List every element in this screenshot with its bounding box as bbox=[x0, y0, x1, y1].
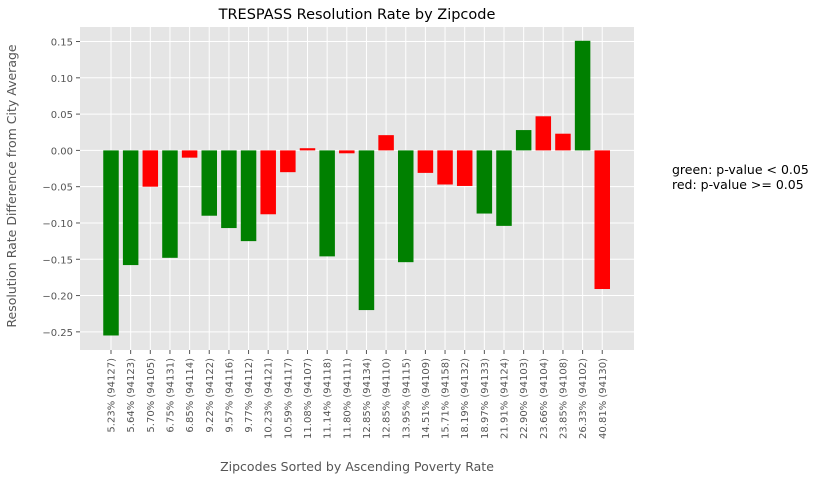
x-tick-label: 13.95% (94115) bbox=[401, 358, 412, 439]
y-tick-label: −0.10 bbox=[42, 219, 73, 230]
x-tick-label: 21.91% (94124) bbox=[500, 358, 511, 439]
x-tick-label: 12.85% (94110) bbox=[382, 358, 393, 439]
bar bbox=[181, 150, 198, 158]
legend-green-note: green: p-value < 0.05 bbox=[672, 162, 809, 177]
y-tick-label: 0.00 bbox=[51, 146, 73, 157]
x-tick-label: 9.57% (94116) bbox=[224, 358, 235, 433]
x-tick-label: 10.23% (94121) bbox=[264, 358, 275, 439]
bar bbox=[358, 150, 375, 311]
bar bbox=[162, 150, 178, 258]
x-axis-label: Zipcodes Sorted by Ascending Poverty Rat… bbox=[220, 459, 494, 474]
x-tick-label: 26.33% (94102) bbox=[578, 358, 589, 439]
y-tick-label: 0.15 bbox=[51, 38, 73, 49]
x-tick-label: 23.66% (94104) bbox=[539, 358, 550, 439]
bar bbox=[319, 150, 335, 257]
bar bbox=[240, 150, 257, 242]
x-tick-label: 5.70% (94105) bbox=[146, 358, 157, 433]
y-tick-label: −0.20 bbox=[42, 292, 73, 303]
x-tick-label: 9.22% (94122) bbox=[205, 358, 216, 433]
x-tick-label: 40.81% (94130) bbox=[598, 358, 609, 439]
y-tick-label: −0.05 bbox=[42, 183, 73, 194]
x-tick-label: 18.19% (94132) bbox=[460, 358, 471, 439]
x-tick-label: 22.90% (94103) bbox=[519, 358, 530, 439]
bar bbox=[280, 150, 296, 173]
y-tick-label: −0.25 bbox=[42, 328, 73, 339]
bar bbox=[299, 148, 316, 151]
plot-area: −0.25 −0.20 −0.15 −0.10 −0.05 0.00 0.05 0.10 0.1… bbox=[42, 27, 634, 439]
x-tick-label: 15.71% (94158) bbox=[441, 358, 452, 439]
x-tick-label: 10.59% (94117) bbox=[283, 358, 294, 439]
chart-title: TRESPASS Resolution Rate by Zipcode bbox=[218, 7, 496, 23]
bar bbox=[378, 135, 394, 151]
x-tick-label: 6.85% (94114) bbox=[185, 358, 196, 433]
x-tick-label: 6.75% (94131) bbox=[165, 358, 176, 433]
x-tick-label: 23.85% (94108) bbox=[558, 358, 569, 439]
bar bbox=[496, 150, 512, 226]
bar bbox=[398, 150, 414, 263]
bar bbox=[260, 150, 276, 215]
bar bbox=[555, 133, 571, 151]
x-tick-label: 9.77% (94112) bbox=[244, 358, 255, 433]
x-tick-label: 11.08% (94107) bbox=[303, 358, 314, 439]
bar bbox=[594, 150, 610, 290]
y-tick-label: 0.05 bbox=[51, 110, 73, 121]
bar bbox=[535, 116, 552, 151]
legend-red-note: red: p-value >= 0.05 bbox=[672, 177, 804, 192]
y-tick-label: 0.10 bbox=[51, 74, 73, 85]
bar bbox=[221, 150, 237, 229]
p-value-legend-note: green: p-value < 0.05 red: p-value >= 0.… bbox=[672, 162, 809, 192]
bar bbox=[437, 150, 453, 185]
bar bbox=[142, 150, 159, 187]
x-tick-label: 5.64% (94123) bbox=[126, 358, 137, 433]
x-tick-label: 12.85% (94134) bbox=[362, 358, 373, 439]
x-tick-label: 18.97% (94133) bbox=[480, 358, 491, 439]
bar bbox=[103, 150, 119, 336]
bar bbox=[476, 150, 493, 214]
bar bbox=[574, 40, 591, 151]
bar bbox=[515, 130, 532, 151]
x-tick-label: 11.14% (94118) bbox=[323, 358, 334, 439]
y-axis-label: Resolution Rate Difference from City Ave… bbox=[4, 44, 19, 328]
bar bbox=[456, 150, 473, 186]
x-tick-label: 14.51% (94109) bbox=[421, 358, 432, 439]
bar bbox=[339, 150, 355, 154]
y-tick-label: −0.15 bbox=[42, 255, 73, 266]
bar bbox=[417, 150, 434, 173]
x-tick-label: 5.23% (94127) bbox=[107, 358, 118, 433]
bar bbox=[201, 150, 217, 216]
x-tick-label: 11.80% (94111) bbox=[342, 358, 353, 439]
bar bbox=[122, 150, 139, 266]
